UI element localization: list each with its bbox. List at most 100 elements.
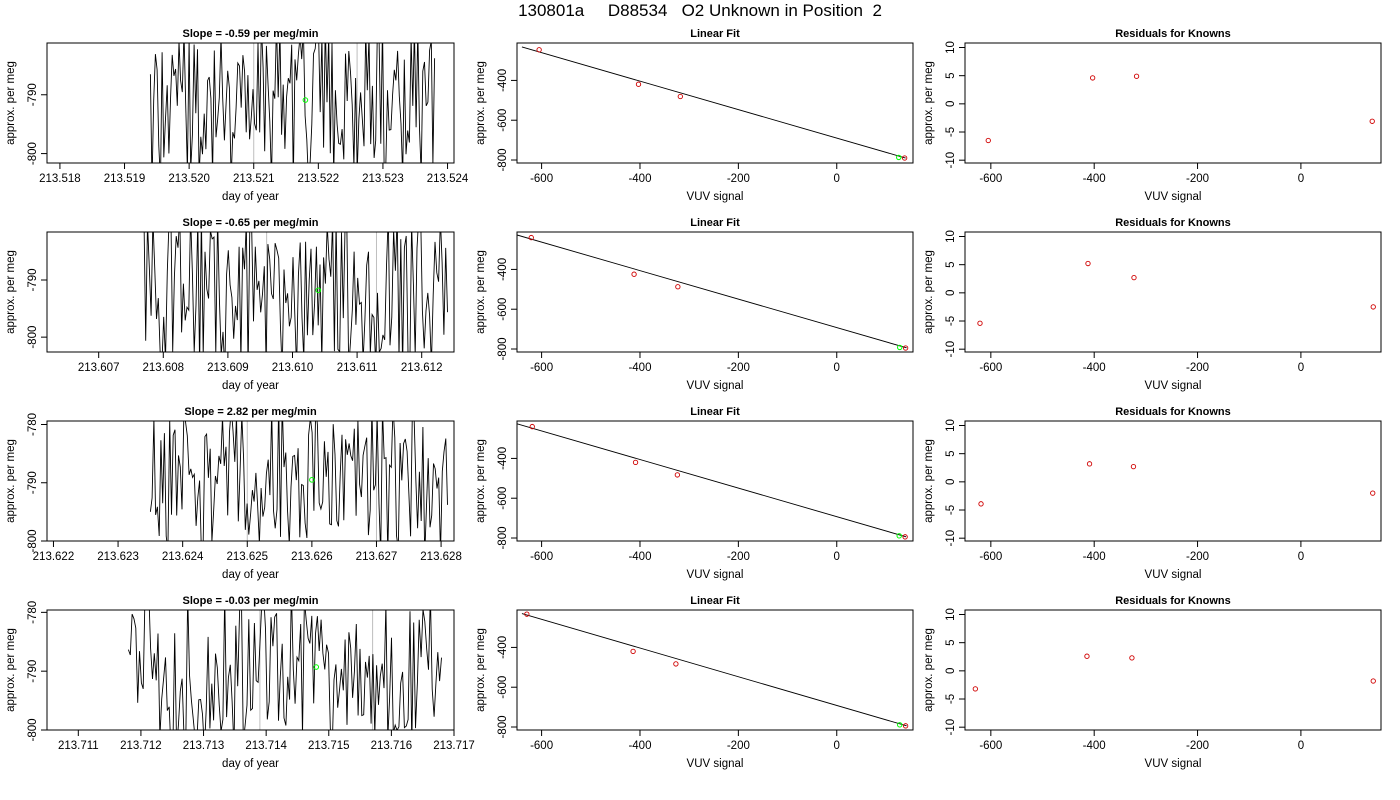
x-tick-label: -200	[1186, 740, 1209, 752]
x-tick-label: -200	[1186, 551, 1209, 563]
y-tick-label: -400	[497, 447, 509, 470]
x-tick-label: -600	[530, 362, 553, 374]
panel-fit-row3: Linear Fit VUV signal approx. per meg -600 -…	[475, 406, 914, 581]
timeseries-line	[127, 610, 442, 730]
x-tick-label: 213.715	[308, 740, 350, 752]
panel-fit-row1: Linear Fit VUV signal approx. per meg -600 -…	[475, 28, 914, 203]
x-tick-label: 213.524	[427, 173, 469, 185]
x-tick-label: -600	[979, 173, 1002, 185]
y-axis-label: approx. per meg	[923, 439, 935, 523]
x-tick-label: -600	[979, 740, 1002, 752]
y-tick-label: -400	[497, 69, 509, 92]
y-tick-label: 5	[945, 639, 957, 645]
x-tick-label: -200	[1186, 173, 1209, 185]
x-tick-label: -400	[1083, 173, 1106, 185]
y-axis-label: approx. per meg	[5, 628, 17, 712]
known-point	[901, 155, 908, 161]
known-point	[632, 459, 639, 466]
x-tick-label: 213.713	[183, 740, 225, 752]
x-axis-label: VUV signal	[687, 380, 744, 392]
panel-title: Linear Fit	[690, 217, 740, 229]
x-tick-label: 213.717	[433, 740, 475, 752]
panel-title: Linear Fit	[690, 406, 740, 418]
fit-line	[521, 613, 907, 727]
y-tick-label: 5	[945, 261, 957, 267]
x-axis-label: VUV signal	[1145, 569, 1202, 581]
x-axis-label: day of year	[222, 191, 279, 203]
x-tick-label: 213.520	[168, 173, 210, 185]
known-point	[902, 345, 909, 351]
x-tick-label: -600	[979, 551, 1002, 563]
residual-point	[1089, 75, 1096, 81]
y-tick-label: -600	[497, 298, 509, 321]
y-tick-label: -780	[27, 413, 39, 436]
known-point	[902, 534, 908, 540]
plot-area	[149, 43, 436, 163]
panel-residuals-row3: Residuals for Knowns VUV signal approx. pe…	[923, 406, 1382, 581]
timeseries-line	[143, 232, 448, 352]
panel-title: Slope = 2.82 per meg/min	[184, 406, 317, 418]
y-tick-label: -5	[945, 505, 957, 515]
y-tick-label: -790	[27, 660, 39, 683]
panel-fit-row4: Linear Fit VUV signal approx. per meg -600 -…	[475, 595, 914, 770]
plot-area	[143, 232, 448, 352]
y-tick-label: -800	[27, 529, 39, 552]
x-tick-label: 0	[1298, 740, 1304, 752]
y-tick-label: -800	[497, 148, 509, 171]
panel-title: Residuals for Knowns	[1115, 28, 1231, 40]
residual-point	[1370, 304, 1376, 310]
y-axis-label: approx. per meg	[5, 250, 17, 334]
x-tick-label: -200	[727, 173, 750, 185]
x-tick-label: -400	[628, 173, 651, 185]
known-point	[677, 93, 683, 100]
panel-residuals-row4: Residuals for Knowns VUV signal approx. pe…	[923, 595, 1382, 770]
residual-point	[1129, 655, 1135, 661]
y-tick-label: -800	[497, 526, 509, 549]
fit-line	[521, 46, 906, 159]
x-tick-label: 213.521	[233, 173, 275, 185]
y-tick-label: -600	[497, 676, 509, 699]
y-axis-label: approx. per meg	[923, 250, 935, 334]
page-title: 130801a D88534 O2 Unknown in Position 2	[518, 1, 882, 20]
plot-frame	[46, 609, 455, 731]
residual-point	[1133, 73, 1140, 79]
y-tick-label: -10	[945, 341, 957, 358]
x-tick-label: 213.712	[120, 740, 162, 752]
known-point	[674, 472, 681, 478]
panel-timeseries-row4: Slope = -0.03 per meg/min day of year appr…	[5, 595, 475, 770]
y-axis-label: approx. per meg	[475, 439, 487, 523]
plot-area	[521, 611, 909, 729]
plot-area	[517, 423, 908, 540]
known-point	[536, 47, 542, 53]
x-tick-label: 213.624	[162, 551, 204, 563]
panel-title: Slope = -0.03 per meg/min	[182, 595, 318, 607]
y-tick-label: -800	[27, 326, 39, 349]
residual-point	[1084, 653, 1090, 659]
x-tick-label: 0	[1298, 551, 1304, 563]
plot-area	[521, 46, 908, 161]
panel-title: Slope = -0.59 per meg/min	[182, 28, 318, 40]
plot-area	[977, 260, 1376, 326]
unknown-mean-point	[313, 664, 320, 670]
x-tick-label: 213.518	[39, 173, 81, 185]
residual-point	[977, 320, 983, 326]
plot-frame	[516, 609, 914, 731]
y-tick-label: 10	[945, 230, 957, 243]
residual-point	[1370, 678, 1376, 684]
y-tick-label: -780	[27, 601, 39, 624]
x-axis-label: VUV signal	[1145, 380, 1202, 392]
x-tick-label: -400	[1083, 740, 1106, 752]
residual-point	[985, 137, 991, 144]
x-tick-label: 213.622	[33, 551, 75, 563]
x-tick-label: 213.609	[207, 362, 249, 374]
panel-title: Residuals for Knowns	[1115, 406, 1231, 418]
y-tick-label: -600	[497, 487, 509, 510]
unknown-point	[896, 154, 902, 161]
y-tick-label: 10	[945, 41, 957, 54]
x-tick-label: 0	[1298, 173, 1304, 185]
x-tick-label: 213.608	[142, 362, 184, 374]
unknown-mean-point	[309, 477, 315, 483]
x-tick-label: -600	[530, 740, 553, 752]
known-point	[630, 648, 636, 655]
x-tick-label: 213.522	[298, 173, 340, 185]
